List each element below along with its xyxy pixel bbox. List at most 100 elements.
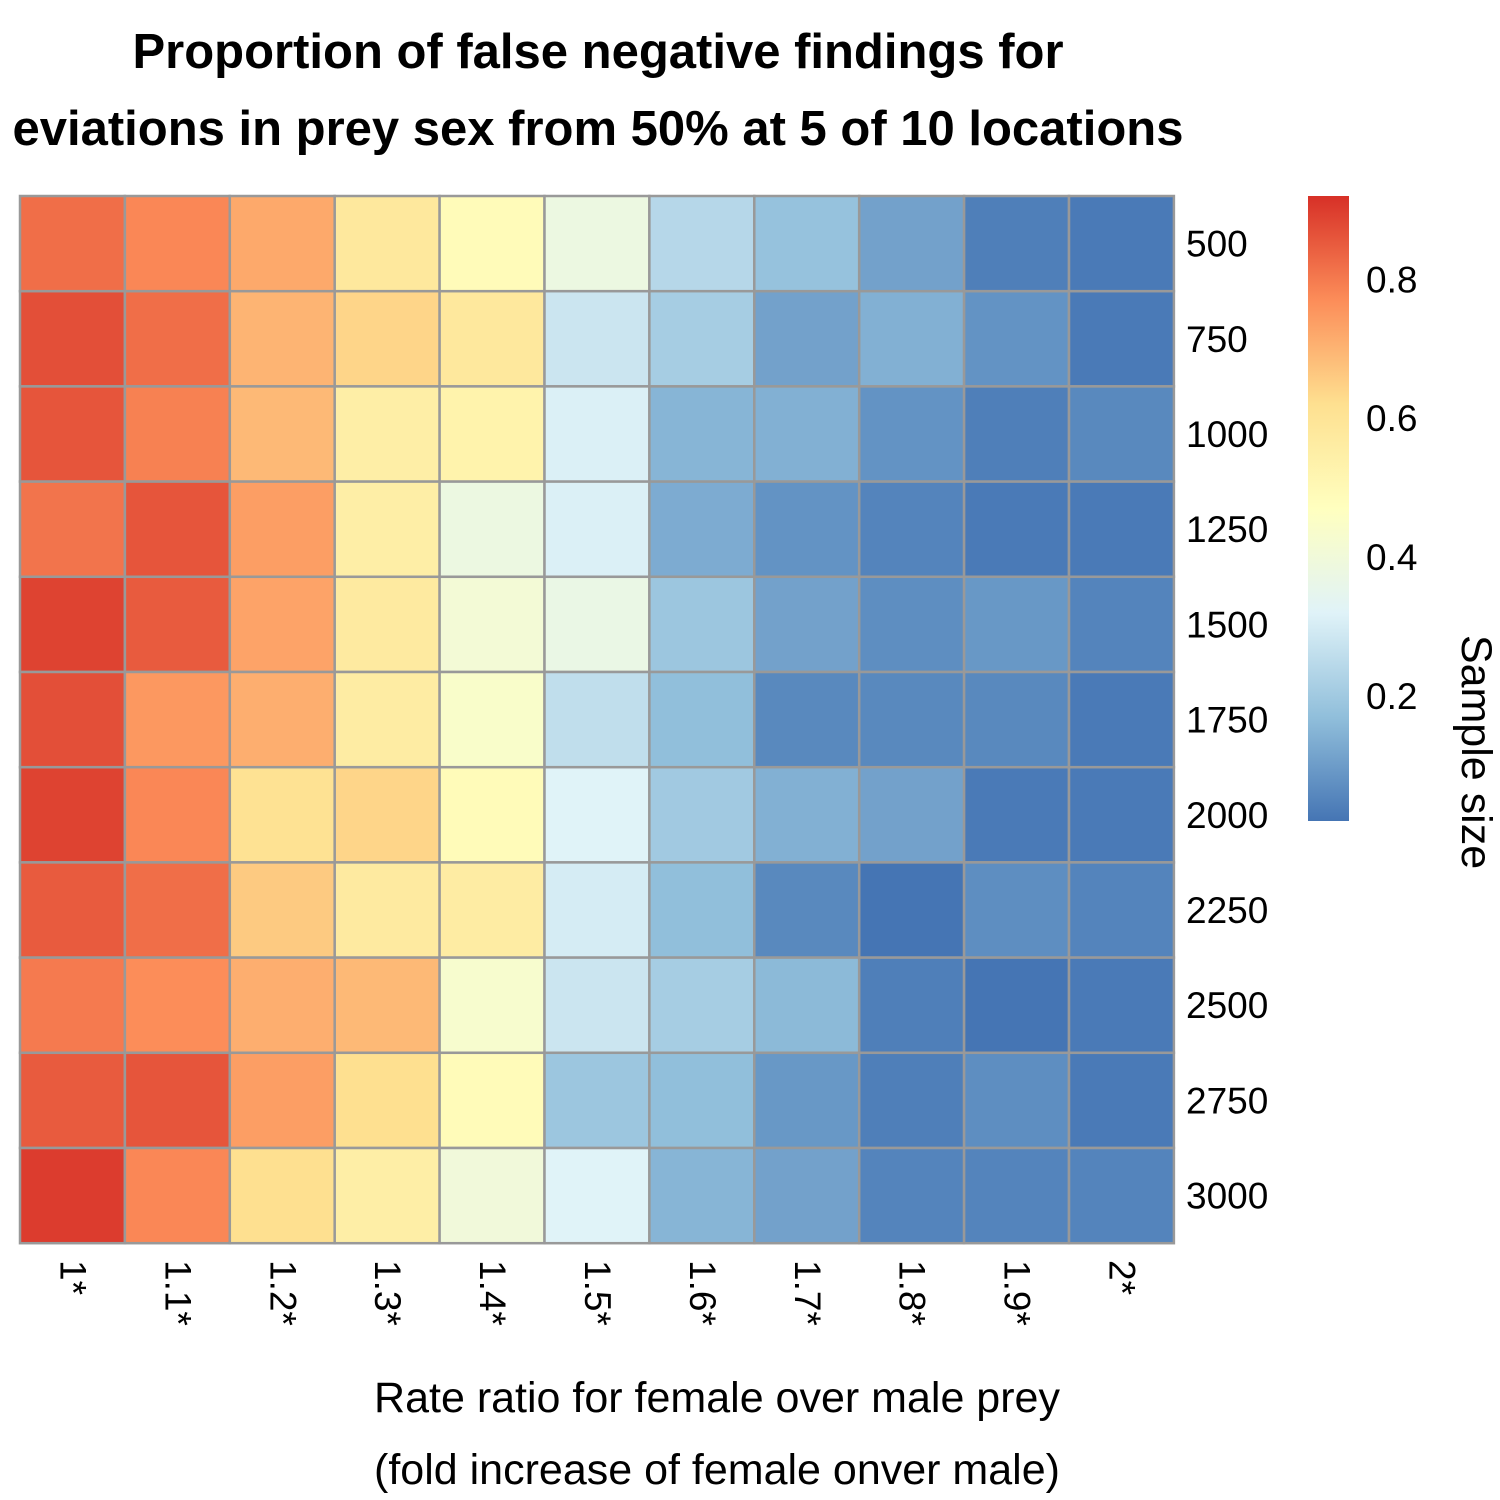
heatmap-cell [753, 861, 861, 959]
heatmap-cell [648, 480, 756, 579]
heatmap-cell [333, 861, 441, 959]
heatmap-cell [857, 861, 966, 959]
colorbar-tick-label: 0.4 [1366, 537, 1417, 578]
heatmap-cell [333, 1051, 441, 1150]
heatmap-cell [333, 956, 441, 1055]
heatmap-cell [648, 575, 756, 674]
heatmap-cell [648, 1146, 756, 1245]
heatmap-cell [438, 670, 546, 769]
y-tick-label: 3000 [1186, 1176, 1268, 1217]
heatmap-cell [123, 861, 232, 959]
heatmap-cell [228, 289, 336, 388]
heatmap-cell [543, 575, 651, 674]
heatmap-cell [123, 194, 232, 293]
heatmap-cell [962, 289, 1071, 388]
heatmap-cell [648, 1051, 756, 1150]
heatmap-cell [228, 385, 336, 483]
heatmap-cell [543, 956, 651, 1055]
colorbar-tick-label: 0.2 [1366, 676, 1417, 717]
heatmap-cell [962, 575, 1071, 674]
heatmap-cell [753, 1146, 861, 1245]
heatmap-cell [123, 289, 232, 388]
heatmap-cell [543, 1051, 651, 1150]
heatmap-cell [228, 956, 336, 1055]
heatmap-cell [648, 861, 756, 959]
heatmap-cell [228, 1051, 336, 1150]
y-tick-label: 1750 [1186, 700, 1268, 741]
colorbar [1308, 196, 1349, 821]
heatmap-cell [648, 289, 756, 388]
heatmap-cell [18, 480, 127, 579]
y-tick-label: 750 [1186, 319, 1248, 360]
heatmap-cell [333, 385, 441, 483]
heatmap-cell [857, 289, 966, 388]
heatmap-cell [1067, 765, 1176, 864]
heatmap-cell [753, 289, 861, 388]
heatmap-cell [543, 670, 651, 769]
heatmap-cell [1067, 575, 1176, 674]
heatmap-cell [438, 1051, 546, 1150]
y-tick-label: 1500 [1186, 604, 1268, 645]
heatmap-cell [18, 670, 127, 769]
heatmap-cell [18, 956, 127, 1055]
heatmap-cell [18, 861, 127, 959]
heatmap-cell [753, 956, 861, 1055]
heatmap-cell [648, 385, 756, 483]
y-tick-label: 500 [1186, 224, 1248, 265]
heatmap-cell [1067, 480, 1176, 579]
heatmap-cell [753, 1051, 861, 1150]
y-tick-label: 1000 [1186, 414, 1268, 455]
y-tick-label: 2500 [1186, 985, 1268, 1026]
heatmap-cell [228, 670, 336, 769]
heatmap-cell [1067, 670, 1176, 769]
heatmap-cell [543, 194, 651, 293]
x-tick-label: 1.7* [787, 1260, 828, 1326]
x-tick-label: 1.2* [262, 1260, 303, 1326]
heatmap-cell [18, 1051, 127, 1150]
heatmap-cell [543, 765, 651, 864]
heatmap-cell [1067, 1051, 1176, 1150]
heatmap-cell [857, 956, 966, 1055]
x-tick-labels: 1* 1.1* 1.2* 1.3* 1.4* 1.5* 1.6* 1.7* 1.8* 1.9* 2* [53, 1260, 1143, 1326]
heatmap-cell [1067, 1146, 1176, 1245]
heatmap-cell [543, 385, 651, 483]
x-tick-label: 2* [1102, 1260, 1143, 1295]
heatmap-cell [962, 194, 1071, 293]
heatmap-cell [438, 289, 546, 388]
heatmap-cell [857, 194, 966, 293]
heatmap-cell [857, 765, 966, 864]
heatmap-cell [1067, 956, 1176, 1055]
heatmap-cell [123, 956, 232, 1055]
heatmap-cell [543, 289, 651, 388]
heatmap-cell [962, 480, 1071, 579]
heatmap-cell [438, 956, 546, 1055]
heatmap-cell [228, 575, 336, 674]
heatmap-cell [753, 575, 861, 674]
x-tick-label: 1* [53, 1260, 94, 1295]
heatmap-cell [438, 480, 546, 579]
x-tick-label: 1.9* [997, 1260, 1038, 1326]
x-tick-label: 1.5* [577, 1260, 618, 1326]
heatmap-cell [438, 385, 546, 483]
x-tick-label: 1.6* [682, 1260, 723, 1326]
heatmap-cell [857, 1051, 966, 1150]
x-tick-label: 1.4* [472, 1260, 513, 1326]
heatmap-cell [228, 480, 336, 579]
heatmap-cell [648, 956, 756, 1055]
heatmap-cell [333, 1146, 441, 1245]
heatmap-cell [123, 480, 232, 579]
heatmap-cell [438, 765, 546, 864]
heatmap-cell [753, 480, 861, 579]
heatmap-cell [123, 1051, 232, 1150]
heatmap-cell [333, 575, 441, 674]
heatmap-cell [962, 861, 1071, 959]
colorbar-label: Sample size [1452, 635, 1500, 869]
colorbar-ticks: 0.2 0.4 0.6 0.8 [1366, 259, 1417, 717]
heatmap-cell [753, 194, 861, 293]
heatmap-cell [1067, 861, 1176, 959]
heatmap-cell [753, 670, 861, 769]
y-tick-label: 2750 [1186, 1080, 1268, 1121]
heatmap-cell [18, 765, 127, 864]
heatmap-cell [857, 385, 966, 483]
heatmap-cell [228, 861, 336, 959]
